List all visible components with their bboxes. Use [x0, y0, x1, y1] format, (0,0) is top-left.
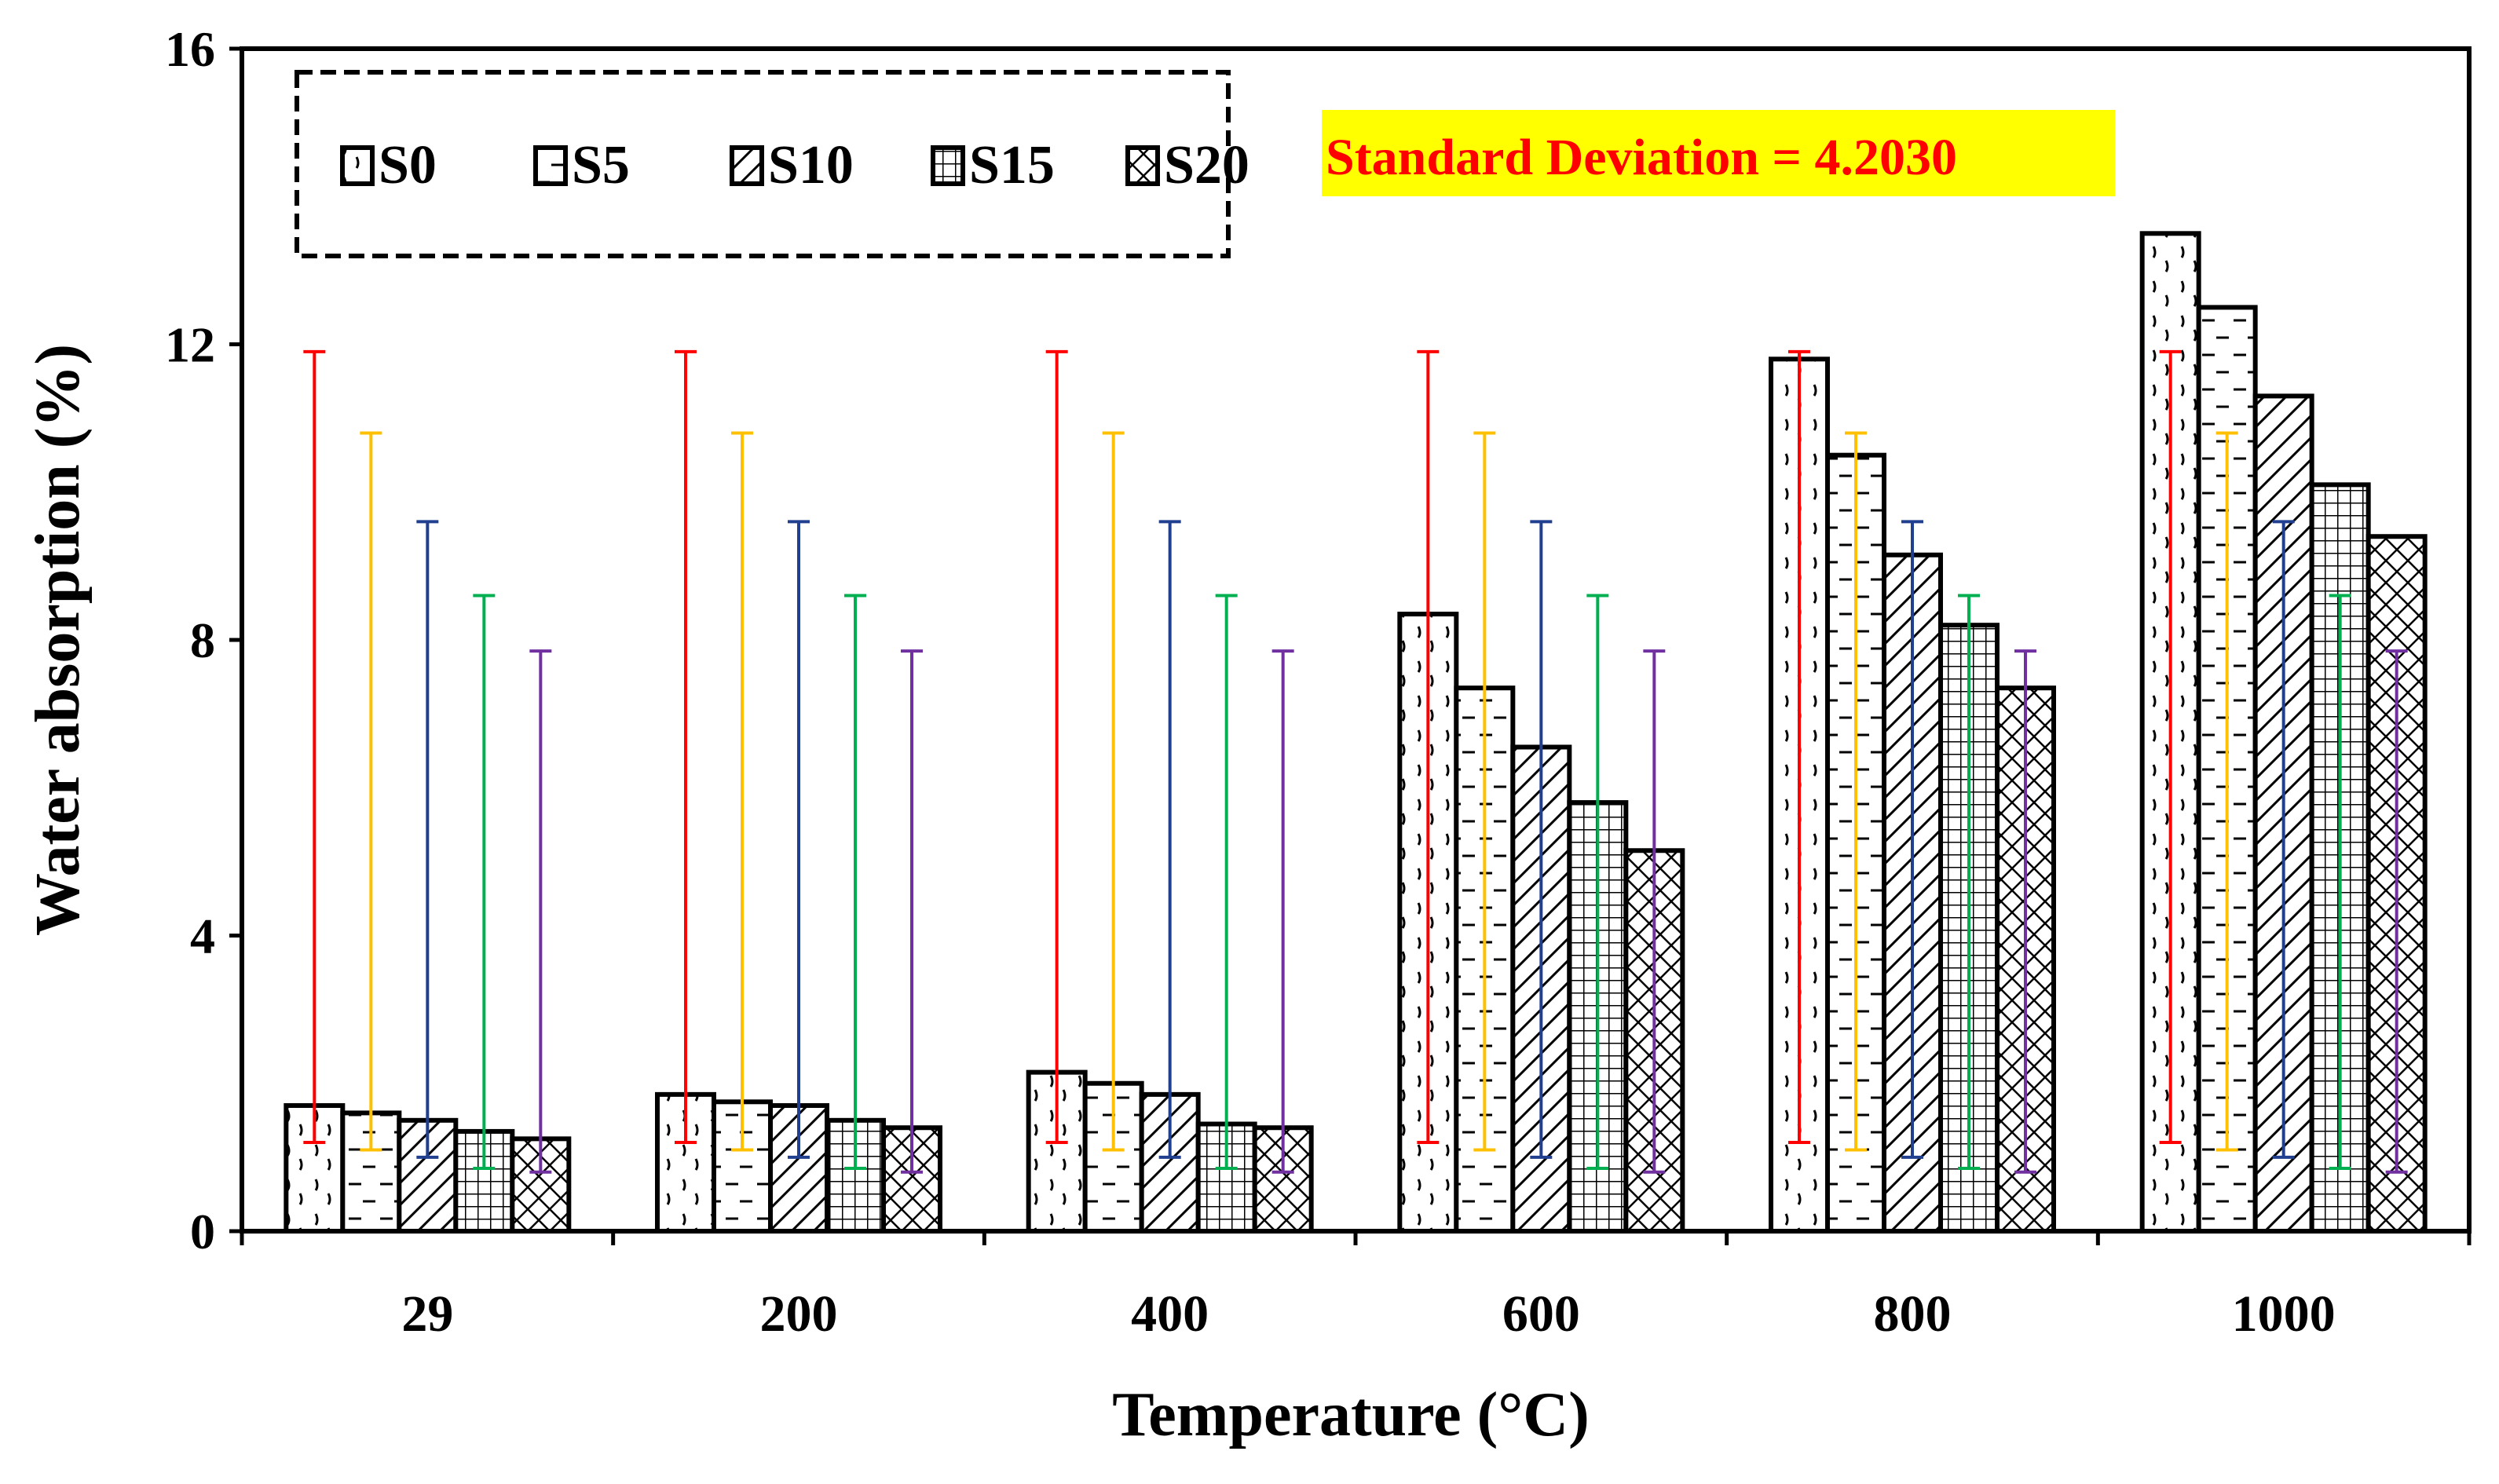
error-bar-s10-400 [1158, 520, 1181, 1159]
x-category-label: 600 [1502, 1285, 1580, 1343]
std-dev-annotation: Standard Deviation = 4.2030 [1322, 110, 2115, 196]
error-bar-s20-800 [2014, 649, 2036, 1174]
std-dev-annotation-text: Standard Deviation = 4.2030 [1326, 129, 1957, 186]
error-bar-s5-200 [731, 431, 753, 1152]
error-bar-s5-600 [1473, 431, 1496, 1152]
legend-label: S10 [768, 135, 854, 196]
x-category-label: 1000 [2232, 1285, 2336, 1343]
error-bar-s15-200 [844, 594, 866, 1170]
error-bar-s0-29 [303, 349, 326, 1145]
legend-swatch [730, 145, 764, 186]
y-tick-label: 0 [190, 1204, 215, 1259]
y-tick-label: 12 [165, 317, 215, 373]
error-bar-s10-600 [1530, 520, 1553, 1159]
error-bar-s15-29 [473, 594, 496, 1170]
error-bars-layer [303, 349, 2408, 1174]
legend-swatch [1125, 145, 1160, 186]
legend-label: S0 [379, 135, 437, 196]
legend-items: S0 S5 S10 S15 S20 [340, 135, 1250, 196]
legend-item-s10: S10 [730, 135, 854, 196]
x-axis-title: Temperature (°C) [1112, 1380, 1589, 1449]
y-axis-ticks: 0 4 8 12 16 [165, 21, 242, 1259]
error-bar-s5-800 [1845, 431, 1867, 1152]
y-tick-label: 8 [190, 612, 215, 668]
error-bar-s20-1000 [2385, 649, 2408, 1174]
x-category-label: 200 [760, 1285, 838, 1343]
error-bar-s20-200 [901, 649, 923, 1174]
error-bar-s5-1000 [2215, 431, 2238, 1152]
error-bar-s10-1000 [2272, 520, 2295, 1159]
error-bar-s0-200 [675, 349, 697, 1145]
error-bar-s15-800 [1958, 594, 1980, 1170]
error-bar-s20-29 [529, 649, 552, 1174]
error-bar-s5-400 [1102, 431, 1125, 1152]
legend-item-s15: S15 [931, 135, 1055, 196]
error-bar-s10-800 [1901, 520, 1923, 1159]
legend-swatch [533, 145, 568, 186]
error-bar-s5-29 [360, 431, 382, 1152]
error-bar-s10-200 [788, 520, 810, 1159]
error-bar-s10-29 [416, 520, 439, 1159]
x-category-label: 800 [1874, 1285, 1952, 1343]
y-axis-title: Water absorption (%) [24, 344, 93, 936]
x-category-label: 400 [1131, 1285, 1209, 1343]
y-tick-label: 16 [165, 21, 215, 77]
error-bar-s15-600 [1586, 594, 1609, 1170]
legend-label: S20 [1164, 135, 1250, 196]
legend-label: S15 [969, 135, 1055, 196]
legend-item-s20: S20 [1125, 135, 1250, 196]
legend-item-s0: S0 [340, 135, 437, 196]
std-dev-annotation-background [1322, 110, 2115, 196]
legend-item-s5: S5 [533, 135, 630, 196]
error-bar-s20-600 [1643, 649, 1666, 1174]
error-bar-s0-800 [1788, 349, 1810, 1145]
x-category-label: 29 [401, 1285, 453, 1343]
error-bar-s0-400 [1045, 349, 1068, 1145]
x-axis-ticks: 29 200 400 600 800 1000 [240, 1231, 2472, 1343]
error-bar-s0-1000 [2159, 349, 2182, 1145]
error-bar-s15-1000 [2329, 594, 2351, 1170]
legend: S0 S5 S10 S15 S20 [295, 70, 1250, 258]
legend-swatch [340, 145, 375, 186]
bars-layer [284, 231, 2428, 1234]
error-bar-s20-400 [1271, 649, 1294, 1174]
legend-label: S5 [572, 135, 630, 196]
y-tick-label: 4 [190, 908, 215, 964]
error-bar-s15-400 [1215, 594, 1238, 1170]
error-bar-s0-600 [1417, 349, 1440, 1145]
legend-swatch [931, 145, 965, 186]
